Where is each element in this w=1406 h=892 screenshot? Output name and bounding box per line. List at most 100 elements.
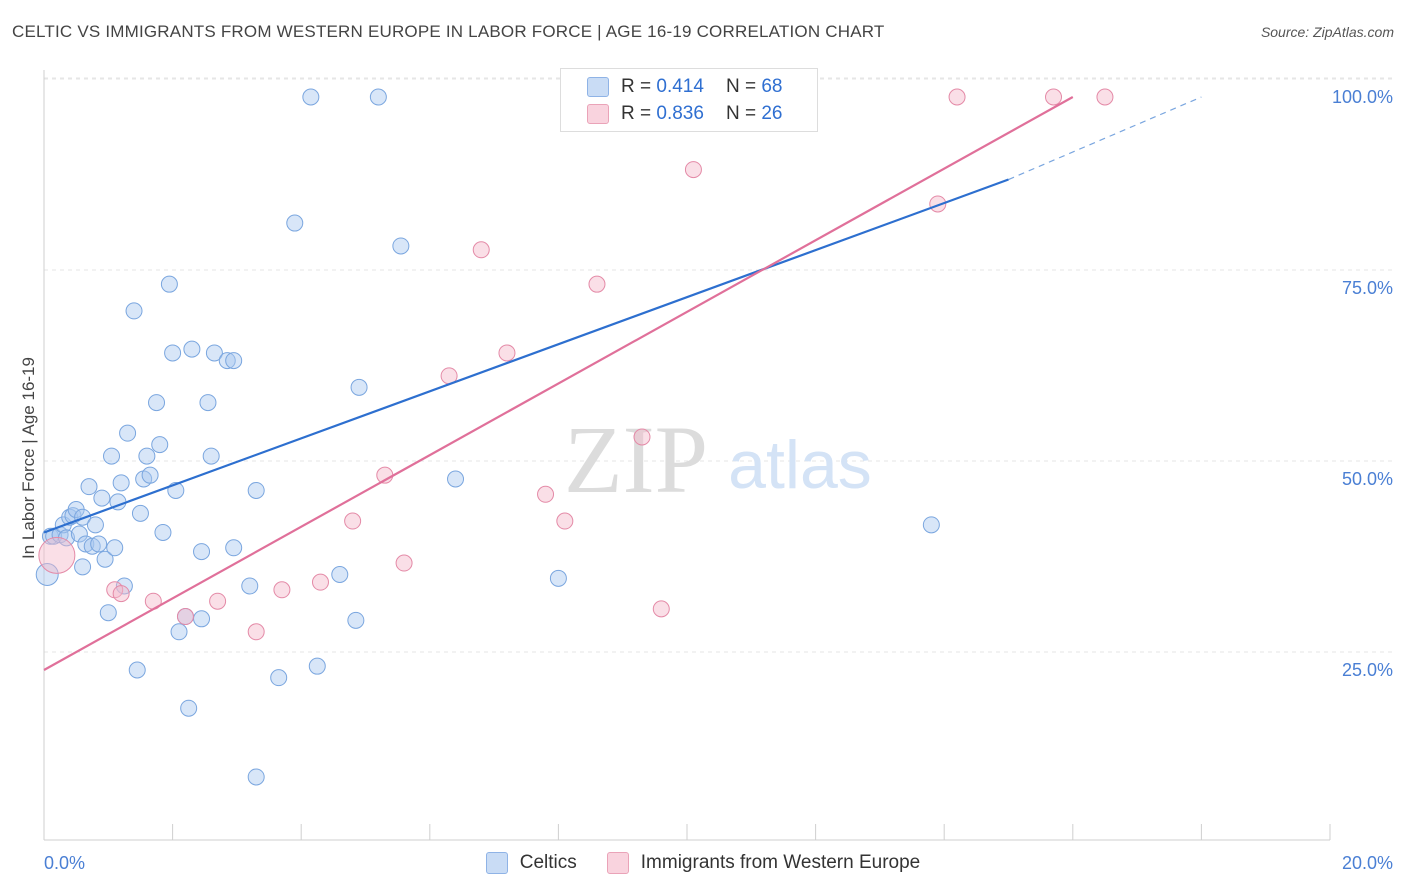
celtics-point — [70, 525, 88, 543]
celtics-point — [125, 302, 143, 320]
celtics-point — [160, 275, 178, 293]
celtics-point — [218, 352, 236, 370]
legend-label-immigrants: Immigrants from Western Europe — [640, 852, 921, 873]
x-tick-label-min: 0.0% — [44, 853, 85, 873]
celtics-point — [119, 424, 137, 442]
trend-lines — [43, 96, 1202, 671]
y-tick-label: 25.0% — [1342, 660, 1393, 680]
celtics-point — [148, 394, 166, 412]
immigrants-point — [344, 512, 362, 530]
celtics-point — [74, 558, 92, 576]
immigrants-point — [273, 581, 291, 599]
celtics-point — [193, 610, 211, 628]
celtics-point — [106, 539, 124, 557]
celtics-point — [350, 378, 368, 396]
immigrants-point — [652, 600, 670, 618]
celtics-point — [549, 569, 567, 587]
source-credit: Source: ZipAtlas.com — [1260, 24, 1394, 40]
y-axis-label: In Labor Force | Age 16-19 — [19, 357, 38, 559]
celtics-point — [77, 535, 95, 553]
immigrants-point — [556, 512, 574, 530]
celtics-point — [392, 237, 410, 255]
immigrants-point — [209, 592, 227, 610]
celtics-point — [103, 447, 121, 465]
immigrants-point — [948, 88, 966, 106]
data-points — [35, 88, 1114, 786]
celtics-point — [331, 566, 349, 583]
celtics-point — [922, 516, 940, 534]
celtics-point — [99, 604, 117, 622]
immigrants-point — [38, 536, 76, 574]
legend-item-celtics[interactable]: Celtics — [485, 852, 577, 874]
celtics-point — [180, 699, 198, 717]
immigrants-point — [311, 573, 329, 591]
y-tick-label: 75.0% — [1342, 278, 1393, 298]
celtics-point — [199, 394, 217, 412]
celtics-point — [93, 489, 111, 507]
celtics-point — [447, 470, 465, 488]
celtics-point — [205, 344, 223, 362]
celtics-point — [164, 344, 182, 362]
celtics-point — [193, 543, 211, 561]
celtics-point — [202, 447, 220, 465]
celtics-point — [369, 88, 387, 106]
celtics-n-value: 68 — [761, 76, 783, 97]
celtics-point — [151, 436, 169, 454]
legend-item-immigrants[interactable]: Immigrants from Western Europe — [606, 852, 921, 874]
celtics-point — [270, 669, 288, 687]
y-tick-label: 50.0% — [1342, 469, 1393, 489]
celtics-point — [308, 657, 326, 675]
legend-swatch-immigrants — [606, 852, 629, 874]
celtics-trend-line — [43, 178, 1009, 534]
legend-label-celtics: Celtics — [519, 852, 577, 873]
chart-title: CELTIC VS IMMIGRANTS FROM WESTERN EUROPE… — [12, 22, 885, 41]
immigrants-point — [112, 585, 130, 603]
celtics-point — [183, 340, 201, 358]
celtics-point — [241, 577, 259, 595]
celtics-point — [225, 539, 243, 557]
immigrants-swatch — [587, 104, 609, 124]
celtics-point — [170, 623, 188, 641]
immigrants-point — [247, 623, 265, 641]
celtics-point — [80, 478, 98, 496]
immigrants-point — [633, 428, 651, 446]
stats-row-celtics: R = 0.414 N = 68 — [587, 75, 782, 99]
celtics-point — [247, 768, 265, 786]
legend-swatch-celtics — [485, 852, 508, 874]
immigrants-point — [472, 241, 490, 259]
grid-lines — [44, 77, 1394, 653]
axes: 25.0% 50.0% 75.0% 100.0% — [43, 70, 1393, 841]
stats-row-immigrants: R = 0.836 N = 26 — [587, 102, 782, 126]
celtics-point — [35, 563, 59, 586]
celtics-point — [247, 481, 265, 499]
immigrants-r-value: 0.836 — [656, 103, 704, 124]
celtics-point — [347, 611, 365, 629]
celtics-r-value: 0.414 — [656, 76, 704, 97]
immigrants-point — [537, 485, 555, 503]
celtics-point — [128, 661, 146, 679]
x-tick-label-max: 20.0% — [1342, 853, 1393, 873]
celtics-point — [138, 447, 156, 465]
watermark-zip: ZIP — [564, 406, 708, 513]
celtics-point — [141, 466, 159, 484]
immigrants-point — [1045, 88, 1063, 106]
celtics-point — [286, 214, 304, 232]
immigrants-point — [395, 554, 413, 572]
immigrants-point — [588, 275, 606, 293]
immigrants-n-value: 26 — [761, 103, 783, 124]
celtics-point — [154, 523, 172, 541]
y-tick-label: 100.0% — [1332, 87, 1393, 107]
celtics-point — [90, 535, 108, 553]
series-legend: Celtics Immigrants from Western Europe — [0, 852, 1406, 874]
watermark-atlas: atlas — [728, 427, 872, 503]
celtics-point — [112, 474, 130, 492]
celtics-trend-extension — [1008, 96, 1202, 181]
immigrants-point — [176, 608, 194, 626]
celtics-point — [225, 352, 243, 370]
immigrants-point — [1096, 88, 1114, 106]
immigrants-trend-line — [43, 96, 1074, 671]
celtics-point — [131, 504, 149, 522]
celtics-point — [86, 516, 104, 534]
stats-legend: R = 0.414 N = 68 R = 0.836 N = 26 — [560, 68, 818, 132]
